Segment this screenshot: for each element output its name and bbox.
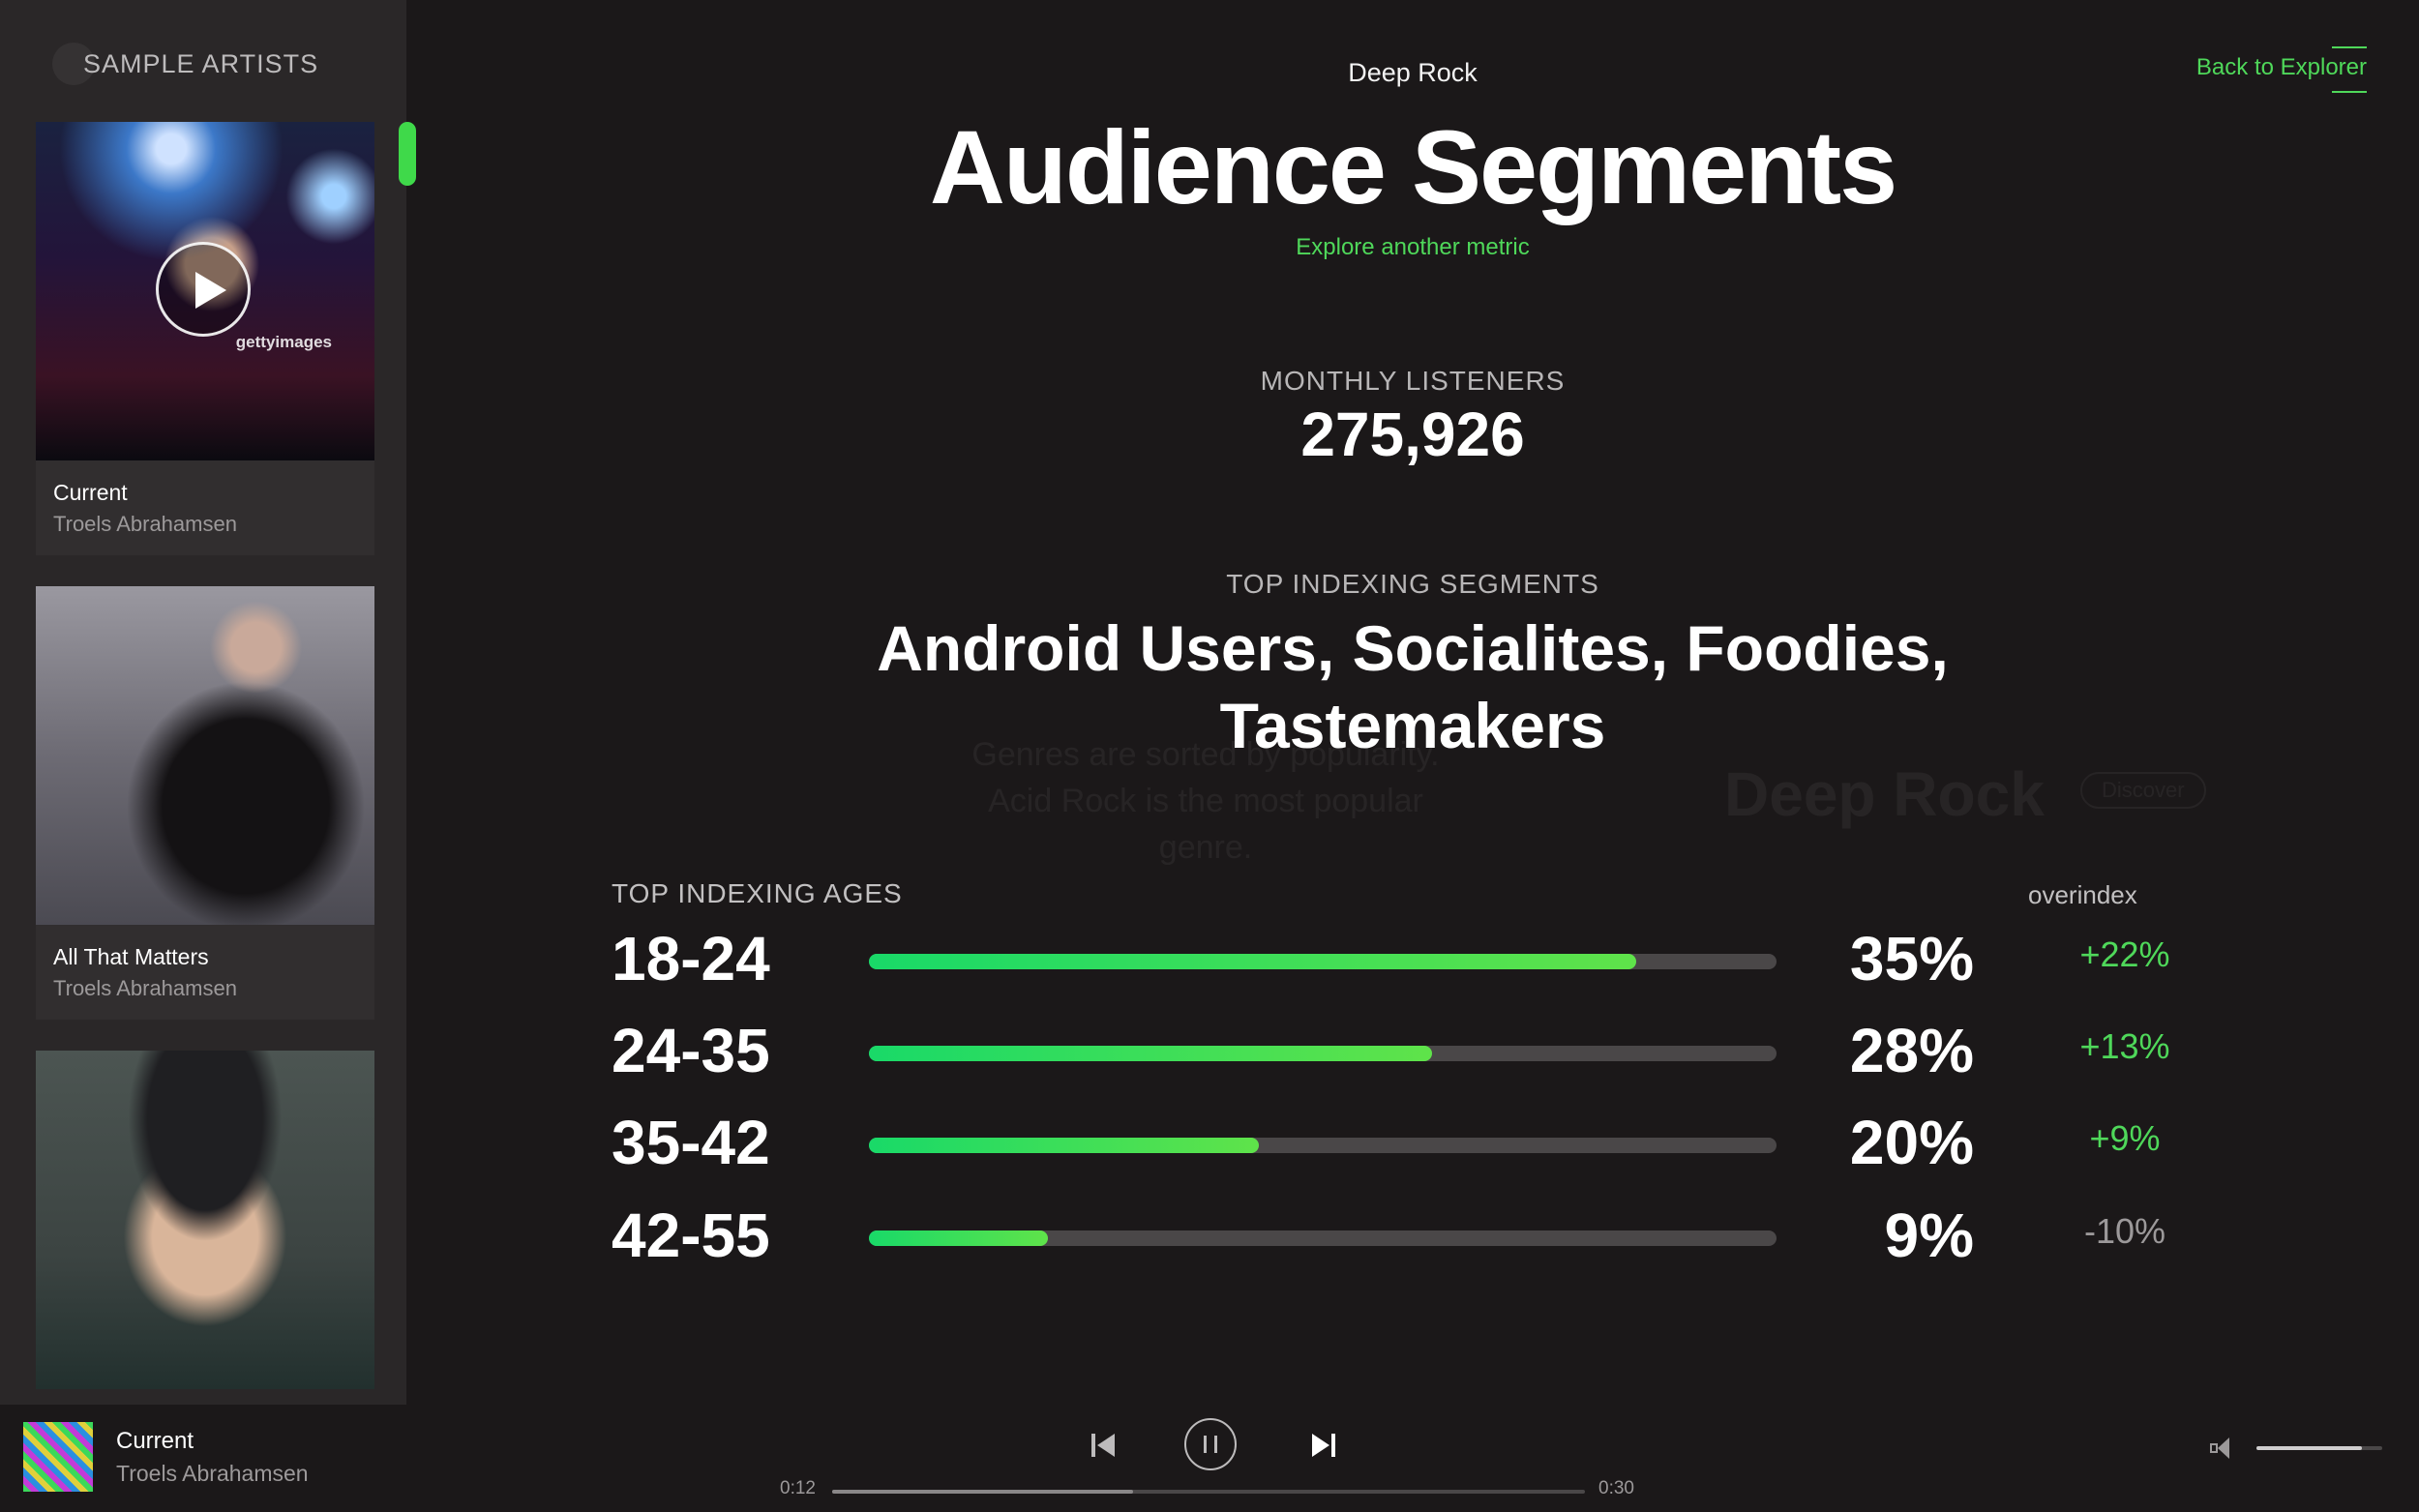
duration-time: 0:30 bbox=[1598, 1478, 1634, 1498]
age-bar-track bbox=[869, 1046, 1777, 1061]
sidebar-header: SAMPLE ARTISTS bbox=[52, 43, 318, 85]
age-bar-fill bbox=[869, 1138, 1260, 1153]
overindex-label: overindex bbox=[2028, 880, 2137, 909]
age-row: 18-24 35% +22% bbox=[612, 923, 2170, 1000]
volume-slider[interactable] bbox=[2256, 1446, 2382, 1450]
next-track-icon[interactable] bbox=[1312, 1432, 1335, 1459]
sidebar-title: SAMPLE ARTISTS bbox=[83, 48, 319, 78]
age-percent: 20% bbox=[1849, 1108, 1974, 1177]
age-percent: 35% bbox=[1849, 924, 1974, 993]
play-icon[interactable] bbox=[156, 242, 251, 337]
artist-card-current[interactable]: gettyimages Current Troels Abrahamsen bbox=[36, 122, 374, 555]
monthly-listeners-label: MONTHLY LISTENERS bbox=[1260, 366, 1566, 396]
age-percent: 28% bbox=[1849, 1016, 1974, 1085]
age-range: 35-42 bbox=[612, 1108, 770, 1177]
sidebar-scrollbar[interactable] bbox=[399, 122, 416, 186]
age-bar-fill bbox=[869, 1046, 1432, 1061]
artist-card-all-that-matters[interactable]: All That Matters Troels Abrahamsen bbox=[36, 586, 374, 1020]
genre-name: Deep Rock bbox=[1348, 58, 1478, 87]
sidebar: SAMPLE ARTISTS gettyimages Current Troel… bbox=[0, 0, 416, 1405]
age-bar-fill bbox=[869, 1230, 1048, 1246]
age-row: 35-42 20% +9% bbox=[612, 1107, 2161, 1184]
back-to-explorer-link[interactable]: Back to Explorer bbox=[2195, 54, 2367, 80]
previous-track-icon[interactable] bbox=[1091, 1432, 1115, 1459]
age-bar-track bbox=[869, 954, 1777, 969]
artist-photo bbox=[36, 1051, 374, 1389]
age-row: 24-35 28% +13% bbox=[612, 1015, 2170, 1092]
card-artist: Troels Abrahamsen bbox=[53, 512, 237, 536]
page-title: Audience Segments bbox=[929, 108, 1897, 225]
age-range: 24-35 bbox=[612, 1016, 770, 1085]
ghost-line: genre. bbox=[1158, 829, 1253, 866]
explore-metric-link[interactable]: Explore another metric bbox=[1296, 234, 1530, 260]
segments-value: Android Users, Socialites, Foodies, Tast… bbox=[877, 612, 1949, 761]
age-overindex: -10% bbox=[2083, 1211, 2166, 1251]
ghost-genre-note: Genres are sorted by popularity. Acid Ro… bbox=[954, 731, 1457, 871]
progress-bar[interactable] bbox=[832, 1490, 1585, 1494]
now-playing-song: Current bbox=[116, 1428, 194, 1454]
artist-photo: gettyimages bbox=[36, 122, 374, 460]
elapsed-time: 0:12 bbox=[780, 1478, 816, 1498]
ghost-line: Genres are sorted by popularity. bbox=[971, 736, 1440, 773]
ghost-discover-button: Discover bbox=[2080, 772, 2206, 809]
age-bar-fill bbox=[869, 954, 1636, 969]
volume-icon[interactable] bbox=[2210, 1436, 2239, 1461]
age-range: 18-24 bbox=[612, 924, 770, 993]
now-playing-artist: Troels Abrahamsen bbox=[116, 1461, 309, 1486]
ghost-line: Acid Rock is the most popular bbox=[988, 783, 1423, 819]
ages-label: TOP INDEXING AGES bbox=[612, 878, 903, 908]
volume-level bbox=[2256, 1446, 2363, 1450]
age-bar-track bbox=[869, 1138, 1777, 1153]
card-song: Current bbox=[53, 480, 128, 505]
now-playing-art bbox=[23, 1422, 93, 1492]
age-percent: 9% bbox=[1884, 1201, 1975, 1270]
ghost-genre-title: Deep Rock bbox=[1724, 759, 2045, 829]
age-row: 42-55 9% -10% bbox=[612, 1200, 2165, 1277]
card-song: All That Matters bbox=[53, 944, 209, 969]
progress-fill bbox=[832, 1490, 1134, 1494]
spotify-logo-icon bbox=[52, 43, 95, 85]
age-range: 42-55 bbox=[612, 1201, 770, 1270]
player-bar: Current Troels Abrahamsen 0:12 0:30 bbox=[0, 1405, 2419, 1512]
monthly-listeners-value: 275,926 bbox=[1300, 400, 1525, 469]
age-overindex: +9% bbox=[2089, 1118, 2161, 1158]
age-overindex: +13% bbox=[2079, 1026, 2170, 1066]
pause-icon[interactable] bbox=[1184, 1418, 1237, 1470]
age-overindex: +22% bbox=[2079, 934, 2170, 974]
menu-icon[interactable] bbox=[2332, 46, 2367, 93]
artist-photo bbox=[36, 586, 374, 925]
card-artist: Troels Abrahamsen bbox=[53, 976, 237, 1000]
artist-card-3[interactable] bbox=[36, 1051, 374, 1389]
segments-label: TOP INDEXING SEGMENTS bbox=[1226, 569, 1599, 599]
age-bar-track bbox=[869, 1230, 1777, 1246]
watermark: gettyimages bbox=[235, 333, 332, 351]
